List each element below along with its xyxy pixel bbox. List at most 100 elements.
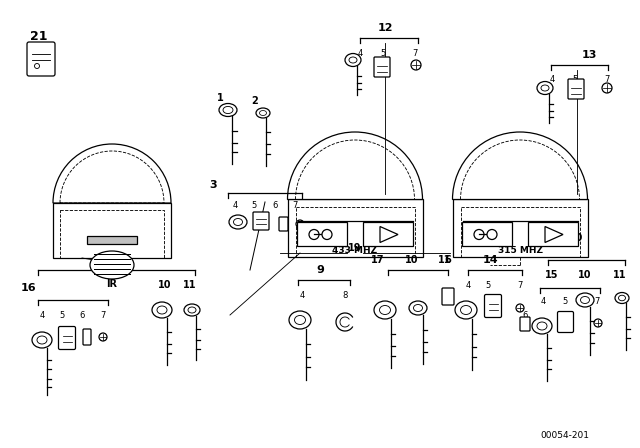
Ellipse shape [90, 251, 134, 279]
Bar [60, 210, 164, 258]
Ellipse shape [37, 336, 47, 344]
Wedge shape [53, 144, 171, 203]
Bar [363, 223, 413, 246]
Text: 3: 3 [209, 180, 217, 190]
Bar [297, 223, 347, 246]
Text: 4: 4 [465, 280, 470, 289]
Text: 19: 19 [348, 243, 362, 253]
Text: 5: 5 [572, 76, 578, 85]
Ellipse shape [349, 57, 357, 63]
Circle shape [322, 229, 332, 240]
Circle shape [487, 229, 497, 240]
Text: 18: 18 [104, 255, 120, 265]
Ellipse shape [294, 315, 305, 324]
Wedge shape [452, 132, 588, 199]
Bar [462, 223, 512, 246]
Text: 13: 13 [581, 50, 596, 60]
Text: 00054-201: 00054-201 [541, 431, 589, 439]
Circle shape [99, 333, 107, 341]
Bar [528, 223, 578, 246]
Circle shape [411, 60, 421, 70]
Text: 4: 4 [549, 76, 555, 85]
Bar [53, 203, 171, 258]
Ellipse shape [380, 306, 390, 314]
FancyBboxPatch shape [374, 57, 390, 77]
Ellipse shape [541, 85, 549, 91]
FancyBboxPatch shape [520, 317, 530, 331]
Text: 10: 10 [405, 255, 419, 265]
Text: 4: 4 [357, 48, 363, 57]
Text: 2: 2 [252, 96, 259, 106]
Ellipse shape [618, 295, 625, 301]
Ellipse shape [580, 297, 589, 303]
Ellipse shape [229, 215, 247, 229]
Ellipse shape [259, 111, 266, 116]
FancyBboxPatch shape [27, 42, 55, 76]
Ellipse shape [157, 306, 167, 314]
Text: 12: 12 [377, 23, 393, 33]
FancyBboxPatch shape [83, 329, 91, 345]
Text: 10: 10 [579, 270, 592, 280]
Circle shape [35, 64, 40, 69]
Bar [452, 199, 588, 258]
Text: 11: 11 [183, 280, 196, 290]
FancyBboxPatch shape [442, 288, 454, 305]
Text: 6: 6 [79, 310, 84, 319]
Ellipse shape [256, 108, 270, 118]
Ellipse shape [32, 332, 52, 348]
Ellipse shape [345, 53, 361, 66]
Text: 433 MHZ: 433 MHZ [332, 246, 378, 255]
FancyBboxPatch shape [557, 311, 573, 332]
Bar [296, 207, 415, 258]
Ellipse shape [234, 219, 243, 225]
Wedge shape [287, 132, 422, 199]
Text: 7: 7 [517, 280, 523, 289]
Text: 10: 10 [158, 280, 172, 290]
Ellipse shape [374, 301, 396, 319]
Text: 14: 14 [482, 255, 498, 265]
Text: 6: 6 [445, 255, 451, 265]
Ellipse shape [615, 293, 629, 303]
Text: 11: 11 [613, 270, 627, 280]
Text: 15: 15 [545, 270, 559, 280]
Text: 17: 17 [371, 255, 385, 265]
Text: 4: 4 [540, 297, 546, 306]
FancyBboxPatch shape [253, 212, 269, 230]
Ellipse shape [219, 103, 237, 116]
Ellipse shape [188, 307, 196, 313]
Ellipse shape [537, 82, 553, 95]
Ellipse shape [409, 301, 427, 315]
Text: 1: 1 [216, 93, 223, 103]
Circle shape [602, 83, 612, 93]
Text: 5: 5 [380, 48, 386, 57]
Text: 5: 5 [563, 297, 568, 306]
Text: 8: 8 [342, 290, 348, 300]
Text: 21: 21 [30, 30, 48, 43]
FancyBboxPatch shape [484, 294, 502, 318]
Ellipse shape [152, 302, 172, 318]
Ellipse shape [413, 305, 422, 311]
Ellipse shape [532, 318, 552, 334]
Text: 7: 7 [595, 297, 600, 306]
Circle shape [594, 319, 602, 327]
Text: IR: IR [106, 279, 118, 289]
Circle shape [296, 220, 304, 228]
FancyBboxPatch shape [58, 327, 76, 349]
Circle shape [516, 304, 524, 312]
Text: 5: 5 [485, 280, 491, 289]
Bar [461, 207, 579, 258]
Text: 6: 6 [522, 310, 528, 319]
Ellipse shape [576, 293, 594, 307]
Text: 7: 7 [100, 310, 106, 319]
Text: 4: 4 [232, 201, 237, 210]
Text: 7: 7 [292, 201, 298, 210]
Ellipse shape [455, 301, 477, 319]
Text: 9: 9 [316, 265, 324, 275]
Text: 7: 7 [412, 48, 418, 57]
Text: 20: 20 [567, 233, 582, 243]
Text: 11: 11 [438, 255, 452, 265]
Ellipse shape [184, 304, 200, 316]
Ellipse shape [289, 311, 311, 329]
FancyBboxPatch shape [568, 79, 584, 99]
Bar [87, 236, 137, 244]
